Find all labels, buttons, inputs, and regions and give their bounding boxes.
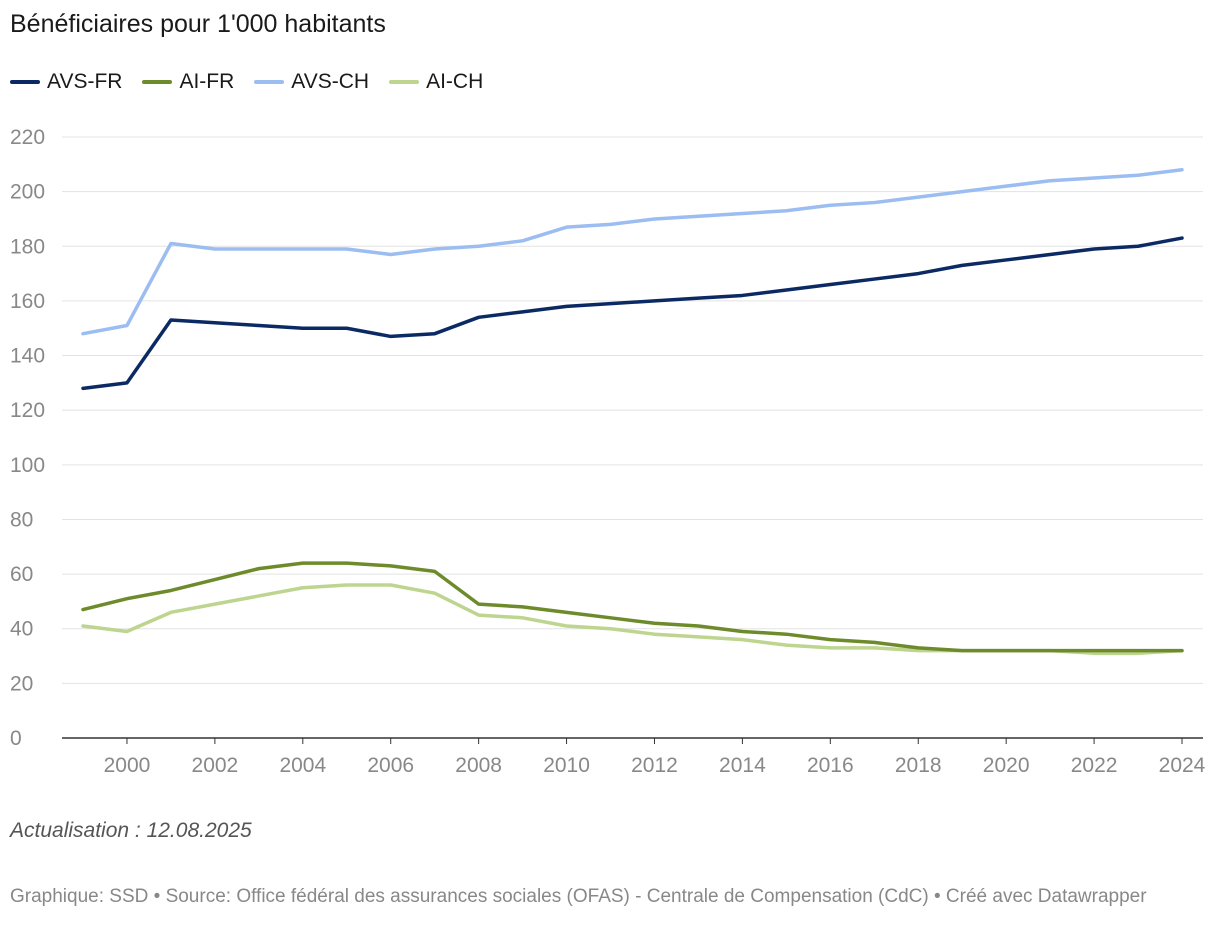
y-tick-label: 20 (10, 672, 33, 695)
x-tick-label: 2018 (895, 754, 942, 777)
x-tick-label: 2016 (807, 754, 854, 777)
x-tick-label: 2022 (1071, 754, 1118, 777)
y-tick-label: 160 (10, 290, 45, 313)
y-tick-label: 0 (10, 727, 22, 750)
y-tick-label: 220 (10, 126, 45, 149)
x-tick-label: 2000 (104, 754, 151, 777)
legend-label: AI-FR (179, 70, 235, 93)
legend-item: AVS-FR (10, 70, 122, 94)
legend: AVS-FR AI-FR AVS-CH AI-CH (10, 70, 483, 94)
legend-swatch (10, 80, 40, 84)
x-tick-label: 2012 (631, 754, 678, 777)
x-tick-label: 2004 (279, 754, 326, 777)
series-line-avs-ch (81, 168, 1184, 336)
chart-title: Bénéficiaires pour 1'000 habitants (10, 10, 386, 38)
legend-label: AI-CH (426, 70, 484, 93)
x-tick-label: 2002 (192, 754, 239, 777)
x-tick-label: 2024 (1159, 754, 1206, 777)
y-tick-label: 80 (10, 508, 33, 531)
series-line-ai-fr (81, 561, 1184, 653)
legend-item: AVS-CH (254, 70, 369, 94)
x-tick-label: 2014 (719, 754, 766, 777)
series-line-avs-fr (81, 236, 1184, 391)
x-tick-label: 2020 (983, 754, 1030, 777)
legend-item: AI-FR (142, 70, 234, 94)
y-tick-label: 40 (10, 618, 33, 641)
legend-item: AI-CH (389, 70, 483, 94)
y-tick-label: 140 (10, 345, 45, 368)
update-note: Actualisation : 12.08.2025 (10, 819, 252, 842)
legend-swatch (389, 80, 420, 84)
legend-swatch (142, 80, 173, 84)
x-tick-label: 2008 (455, 754, 502, 777)
legend-label: AVS-FR (47, 70, 123, 93)
y-tick-label: 200 (10, 181, 45, 204)
x-tick-label: 2010 (543, 754, 590, 777)
y-tick-label: 100 (10, 454, 45, 477)
y-tick-label: 120 (10, 399, 45, 422)
y-tick-label: 60 (10, 563, 33, 586)
source-footer: Graphique: SSD • Source: Office fédéral … (10, 886, 1147, 907)
legend-label: AVS-CH (291, 70, 370, 93)
legend-swatch (254, 80, 285, 84)
line-chart: 0 20 40 60 80 100 120 140 160 180 200 220 2000 2002 20… (10, 126, 1206, 777)
x-tick-label: 2006 (367, 754, 414, 777)
y-tick-label: 180 (10, 235, 45, 258)
